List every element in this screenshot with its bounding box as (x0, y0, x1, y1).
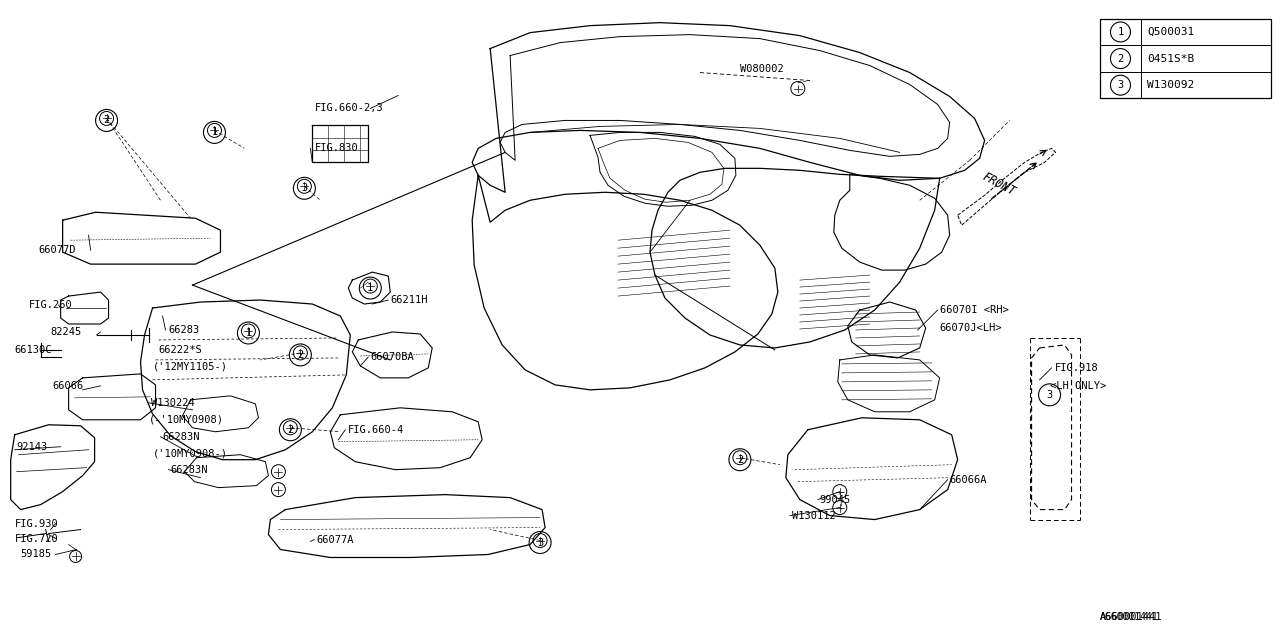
Text: 2: 2 (1117, 54, 1124, 63)
Text: <LH ONLY>: <LH ONLY> (1050, 381, 1106, 391)
Text: ('12MY1105-): ('12MY1105-) (152, 362, 228, 372)
Text: FIG.918: FIG.918 (1055, 363, 1098, 373)
Text: (-'10MY0908): (-'10MY0908) (148, 415, 224, 425)
Text: FRONT: FRONT (979, 170, 1018, 198)
Text: 82245: 82245 (51, 327, 82, 337)
Text: 59185: 59185 (20, 550, 52, 559)
Text: 0451S*B: 0451S*B (1147, 54, 1194, 63)
Text: 66130C: 66130C (14, 345, 52, 355)
Text: Q500031: Q500031 (1147, 27, 1194, 37)
Text: 1: 1 (367, 283, 374, 293)
Text: 2: 2 (737, 454, 742, 465)
Bar (1100, 19, 1271, 99)
Text: 3: 3 (1047, 390, 1052, 400)
Text: FIG.720: FIG.720 (14, 534, 59, 543)
Text: W130224: W130224 (151, 398, 195, 408)
Text: 66070I <RH>: 66070I <RH> (940, 305, 1009, 315)
Text: 2: 2 (287, 425, 293, 435)
Text: 99045: 99045 (819, 495, 851, 504)
Text: A660001441: A660001441 (1100, 612, 1158, 622)
Text: FIG.260: FIG.260 (28, 300, 73, 310)
Text: 66283N: 66283N (170, 465, 209, 475)
Text: 66211H: 66211H (390, 295, 428, 305)
Text: FIG.930: FIG.930 (14, 518, 59, 529)
Text: 1: 1 (211, 127, 218, 138)
Text: 66222*S: 66222*S (159, 345, 202, 355)
Text: 3: 3 (1117, 80, 1124, 90)
Text: 66283: 66283 (169, 325, 200, 335)
Text: ('10MY0908-): ('10MY0908-) (152, 449, 228, 459)
Text: 2: 2 (297, 350, 303, 360)
Text: 66070J<LH>: 66070J<LH> (940, 323, 1002, 333)
Text: 66066: 66066 (52, 381, 84, 391)
Text: W130112: W130112 (792, 511, 836, 520)
Text: 66070BA: 66070BA (370, 352, 413, 362)
Text: A660001441: A660001441 (1100, 612, 1162, 622)
Text: 1: 1 (1117, 27, 1124, 37)
Text: 66077A: 66077A (316, 534, 353, 545)
Text: W130092: W130092 (1147, 80, 1194, 90)
Text: W080002: W080002 (740, 63, 783, 74)
Text: 1: 1 (246, 328, 252, 338)
Text: 66077D: 66077D (38, 245, 76, 255)
Text: FIG.660-4: FIG.660-4 (348, 425, 404, 435)
Text: 66066A: 66066A (950, 475, 987, 484)
Text: FIG.830: FIG.830 (315, 143, 360, 154)
Text: 3: 3 (301, 183, 307, 193)
Text: 3: 3 (538, 538, 543, 547)
Text: FIG.660-2,3: FIG.660-2,3 (315, 104, 384, 113)
Text: 66283N: 66283N (163, 432, 200, 442)
Text: 2: 2 (104, 115, 110, 125)
Text: 92143: 92143 (17, 442, 47, 452)
